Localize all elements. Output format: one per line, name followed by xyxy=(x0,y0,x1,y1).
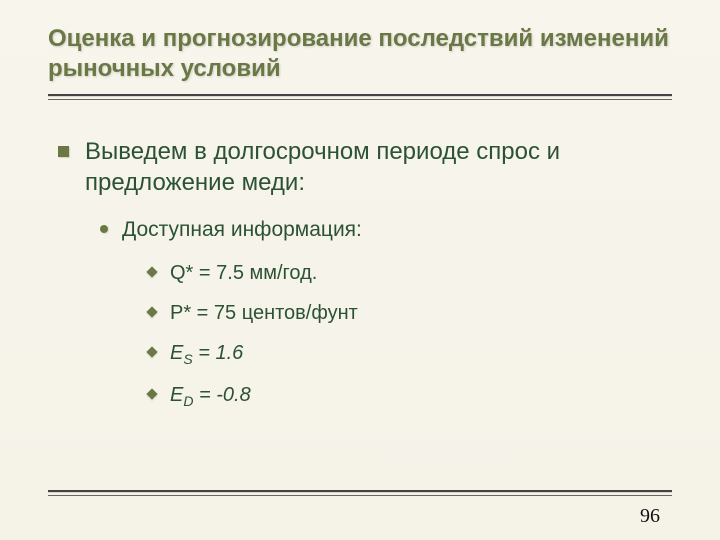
level2-text: Доступная информация: xyxy=(122,216,362,243)
diamond-bullet-icon xyxy=(146,266,157,277)
dot-bullet-icon xyxy=(100,225,108,233)
es-subscript: S xyxy=(183,351,192,367)
bullet-level3-ed: ED = -0.8 xyxy=(148,382,672,410)
level1-text: Выведем в долгосрочном периоде спрос и п… xyxy=(85,136,672,198)
diamond-bullet-icon xyxy=(146,388,157,399)
q-value: Q* = 7.5 мм/год. xyxy=(170,260,317,286)
page-number: 96 xyxy=(640,505,660,528)
bullet-level3-es: ES = 1.6 xyxy=(148,340,672,368)
bullet-level3-p: P* = 75 центов/фунт xyxy=(148,300,672,326)
es-number: = 1.6 xyxy=(193,342,244,364)
square-bullet-icon xyxy=(58,146,69,157)
diamond-bullet-icon xyxy=(146,306,157,317)
divider-bottom xyxy=(48,490,672,496)
diamond-bullet-icon xyxy=(146,346,157,357)
es-value: ES = 1.6 xyxy=(170,340,243,368)
ed-variable: E xyxy=(170,384,183,406)
ed-value: ED = -0.8 xyxy=(170,382,251,410)
bullet-level1: Выведем в долгосрочном периоде спрос и п… xyxy=(58,136,672,198)
ed-number: = -0.8 xyxy=(193,384,250,406)
es-variable: E xyxy=(170,342,183,364)
bullet-level2: Доступная информация: xyxy=(100,216,672,243)
bullet-level3-q: Q* = 7.5 мм/год. xyxy=(148,260,672,286)
p-value: P* = 75 центов/фунт xyxy=(170,300,358,326)
ed-subscript: D xyxy=(183,393,193,409)
content-area: Выведем в долгосрочном периоде спрос и п… xyxy=(48,136,672,410)
divider-top xyxy=(48,94,672,100)
slide-title: Оценка и прогнозирование последствий изм… xyxy=(48,24,672,84)
slide: Оценка и прогнозирование последствий изм… xyxy=(0,0,720,540)
